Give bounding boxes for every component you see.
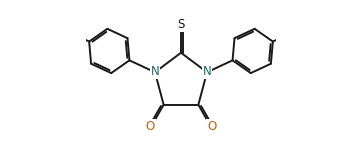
Text: N: N [203, 65, 211, 78]
Text: S: S [177, 18, 185, 31]
Text: O: O [146, 120, 155, 133]
Text: O: O [207, 120, 216, 133]
Text: N: N [151, 65, 159, 78]
